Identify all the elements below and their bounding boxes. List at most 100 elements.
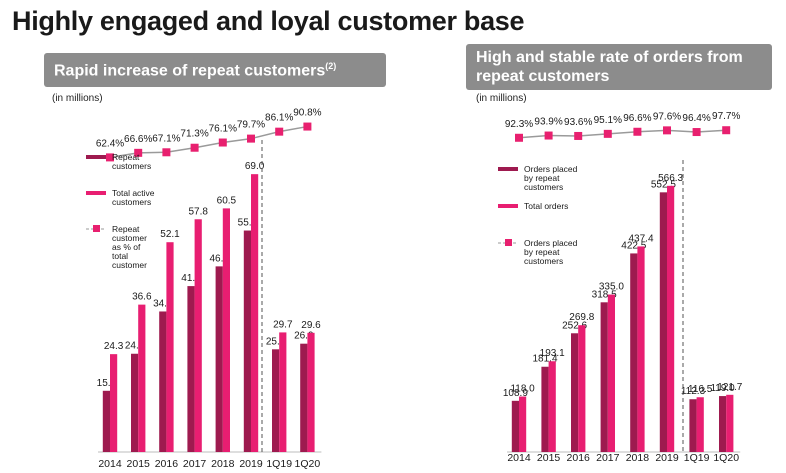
legend-marker-swatch bbox=[93, 225, 100, 232]
bright-bar bbox=[696, 397, 704, 452]
category-tick-label: 1Q20 bbox=[295, 458, 321, 470]
bar-value-label: 25.5 bbox=[266, 336, 286, 347]
bar-value-label: 437.4 bbox=[628, 233, 653, 244]
bar-value-label: 29.7 bbox=[273, 319, 293, 330]
bar-value-label: 24.4 bbox=[125, 341, 145, 352]
percent-label: 96.6% bbox=[623, 113, 651, 124]
category-tick-label: 1Q19 bbox=[684, 452, 710, 464]
left-banner-text: Rapid increase of repeat customers bbox=[54, 62, 326, 80]
category-tick-label: 2017 bbox=[596, 452, 620, 464]
legend-label: Total orders bbox=[524, 201, 568, 211]
bar-value-label: 269.8 bbox=[569, 312, 594, 323]
percent-marker bbox=[692, 128, 701, 137]
bright-bar bbox=[279, 332, 287, 452]
percent-label: 76.1% bbox=[209, 124, 237, 135]
percent-marker bbox=[106, 153, 114, 162]
dark-bar bbox=[719, 396, 727, 452]
legend-label: Total active bbox=[112, 188, 155, 198]
bright-bar bbox=[138, 304, 146, 452]
category-tick-label: 2014 bbox=[507, 452, 531, 464]
left-unit-label: (in millions) bbox=[52, 93, 103, 104]
category-tick-label: 2015 bbox=[127, 458, 151, 470]
dark-bar bbox=[159, 311, 167, 452]
percent-label: 93.9% bbox=[534, 117, 562, 128]
category-tick-label: 1Q19 bbox=[266, 458, 292, 470]
legend-label: customer bbox=[112, 233, 147, 243]
percent-marker bbox=[603, 129, 612, 138]
left-chart-banner: Rapid increase of repeat customers(2) bbox=[44, 53, 386, 87]
bar-value-label: 112.3 bbox=[681, 386, 706, 397]
legend-label: total bbox=[112, 251, 128, 261]
percent-label: 86.1% bbox=[265, 113, 293, 124]
percent-marker bbox=[633, 127, 642, 136]
percent-marker bbox=[303, 122, 312, 131]
percent-trend-line bbox=[518, 129, 727, 139]
category-tick-label: 2018 bbox=[211, 458, 235, 470]
category-tick-label: 2015 bbox=[537, 452, 561, 464]
dark-bar bbox=[187, 286, 195, 452]
legend-bar-swatch bbox=[498, 167, 518, 171]
category-tick-label: 2019 bbox=[239, 458, 263, 470]
percent-label: 79.7% bbox=[237, 120, 265, 131]
dark-bar bbox=[272, 349, 280, 452]
bar-value-label: 552.5 bbox=[651, 179, 676, 190]
bright-bar bbox=[251, 174, 259, 452]
legend-label: Orders placed bbox=[524, 238, 578, 248]
percent-marker bbox=[722, 126, 731, 135]
percent-trend-line bbox=[109, 125, 308, 159]
category-tick-label: 2017 bbox=[183, 458, 207, 470]
dark-bar bbox=[541, 366, 549, 452]
bar-value-label: 118.0 bbox=[510, 384, 535, 395]
bar-value-label: 335.0 bbox=[599, 282, 624, 293]
dark-bar bbox=[243, 230, 251, 452]
percent-label: 93.6% bbox=[564, 117, 592, 128]
dark-bar bbox=[571, 333, 579, 452]
bright-bar bbox=[519, 396, 527, 452]
percent-label: 96.4% bbox=[682, 113, 710, 124]
legend-label: Repeat bbox=[112, 152, 140, 162]
bar-value-label: 24.3 bbox=[104, 341, 124, 352]
percent-marker bbox=[515, 133, 523, 142]
category-tick-label: 2019 bbox=[655, 452, 679, 464]
dark-bar bbox=[600, 302, 608, 452]
percent-marker bbox=[544, 131, 553, 140]
percent-marker bbox=[190, 143, 199, 152]
bar-value-label: 69.0 bbox=[245, 161, 265, 172]
bar-value-label: 52.1 bbox=[160, 229, 180, 240]
percent-marker bbox=[663, 126, 671, 135]
bright-bar bbox=[607, 294, 615, 452]
dark-bar bbox=[215, 266, 223, 452]
legend-label: by repeat bbox=[524, 173, 560, 183]
bar-value-label: 41.2 bbox=[181, 273, 201, 284]
dark-bar bbox=[511, 400, 519, 452]
bright-bar bbox=[194, 219, 202, 452]
bright-bar bbox=[222, 208, 230, 452]
bright-bar bbox=[166, 242, 174, 452]
bar-value-label: 566.3 bbox=[658, 173, 683, 184]
dark-bar bbox=[630, 253, 638, 452]
dark-bar bbox=[300, 343, 308, 452]
bright-bar bbox=[307, 332, 315, 452]
bright-bar bbox=[667, 185, 675, 453]
category-tick-label: 2016 bbox=[155, 458, 179, 470]
bright-bar bbox=[637, 246, 645, 452]
bar-value-label: 60.5 bbox=[217, 195, 237, 206]
dark-bar bbox=[131, 353, 139, 452]
legend-label: customers bbox=[112, 197, 151, 207]
bar-value-label: 36.6 bbox=[132, 292, 152, 303]
bright-bar bbox=[548, 361, 556, 452]
legend-label: Orders placed bbox=[524, 164, 578, 174]
bar-value-label: 34.9 bbox=[153, 298, 173, 309]
legend-label: by repeat bbox=[524, 247, 560, 257]
bar-value-label: 15.2 bbox=[97, 378, 117, 389]
percent-label: 67.1% bbox=[152, 133, 180, 144]
bar-value-label: 108.9 bbox=[503, 388, 528, 399]
category-tick-label: 2016 bbox=[567, 452, 591, 464]
percent-marker bbox=[134, 148, 143, 157]
bar-value-label: 26.9 bbox=[294, 331, 314, 342]
legend-label: customers bbox=[524, 256, 563, 266]
percent-label: 62.4% bbox=[96, 138, 124, 149]
bright-bar bbox=[110, 354, 118, 452]
legend-bar-swatch bbox=[86, 155, 106, 159]
bar-value-label: 252.6 bbox=[562, 320, 587, 331]
